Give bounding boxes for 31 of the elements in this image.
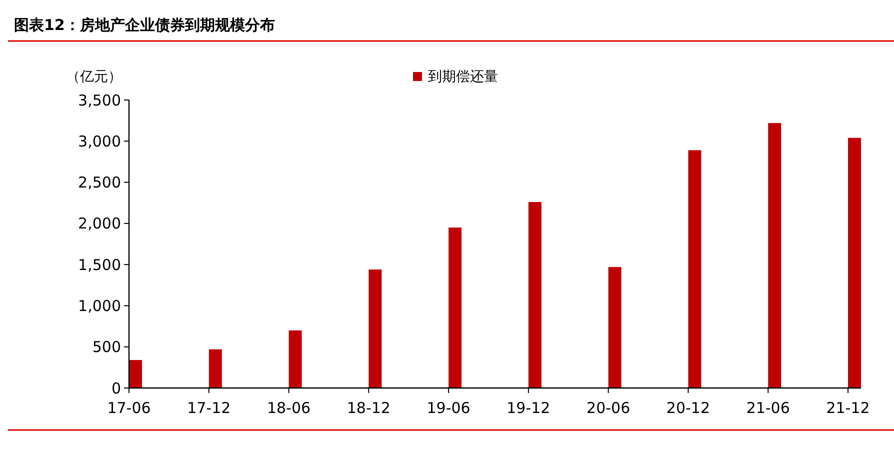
x-tick-label: 17-12 [187,399,231,417]
y-axis-title: （亿元） [66,69,122,85]
y-tick-label: 500 [92,338,121,356]
bar [368,270,382,388]
x-tick-label: 20-12 [666,399,710,417]
chart-title: 图表12：房地产企业债券到期规模分布 [14,16,275,34]
y-tick-label: 3,500 [78,91,121,110]
x-tick-label: 19-06 [426,399,470,417]
bar [688,150,702,388]
x-tick-label: 19-12 [506,399,550,417]
bar [208,349,222,388]
y-tick-label: 1,000 [78,296,121,315]
bar [768,123,782,388]
bar [848,138,861,388]
y-tick-label: 0 [111,379,121,398]
bar [129,360,142,388]
y-tick-label: 3,000 [78,132,121,150]
legend-label: 到期偿还量 [428,69,498,85]
x-tick-label: 17-06 [107,399,151,417]
bar [608,267,622,388]
y-tick-label: 1,500 [78,256,121,274]
bar [448,228,462,388]
bar [288,330,302,388]
x-tick-label: 21-06 [746,399,790,417]
bar [528,202,542,388]
x-tick-label: 21-12 [826,399,870,417]
y-tick-label: 2,000 [78,214,121,233]
x-tick-label: 18-06 [266,399,311,417]
y-tick-label: 2,500 [78,174,121,192]
x-tick-label: 20-06 [586,399,630,417]
x-tick-label: 18-12 [346,399,390,417]
